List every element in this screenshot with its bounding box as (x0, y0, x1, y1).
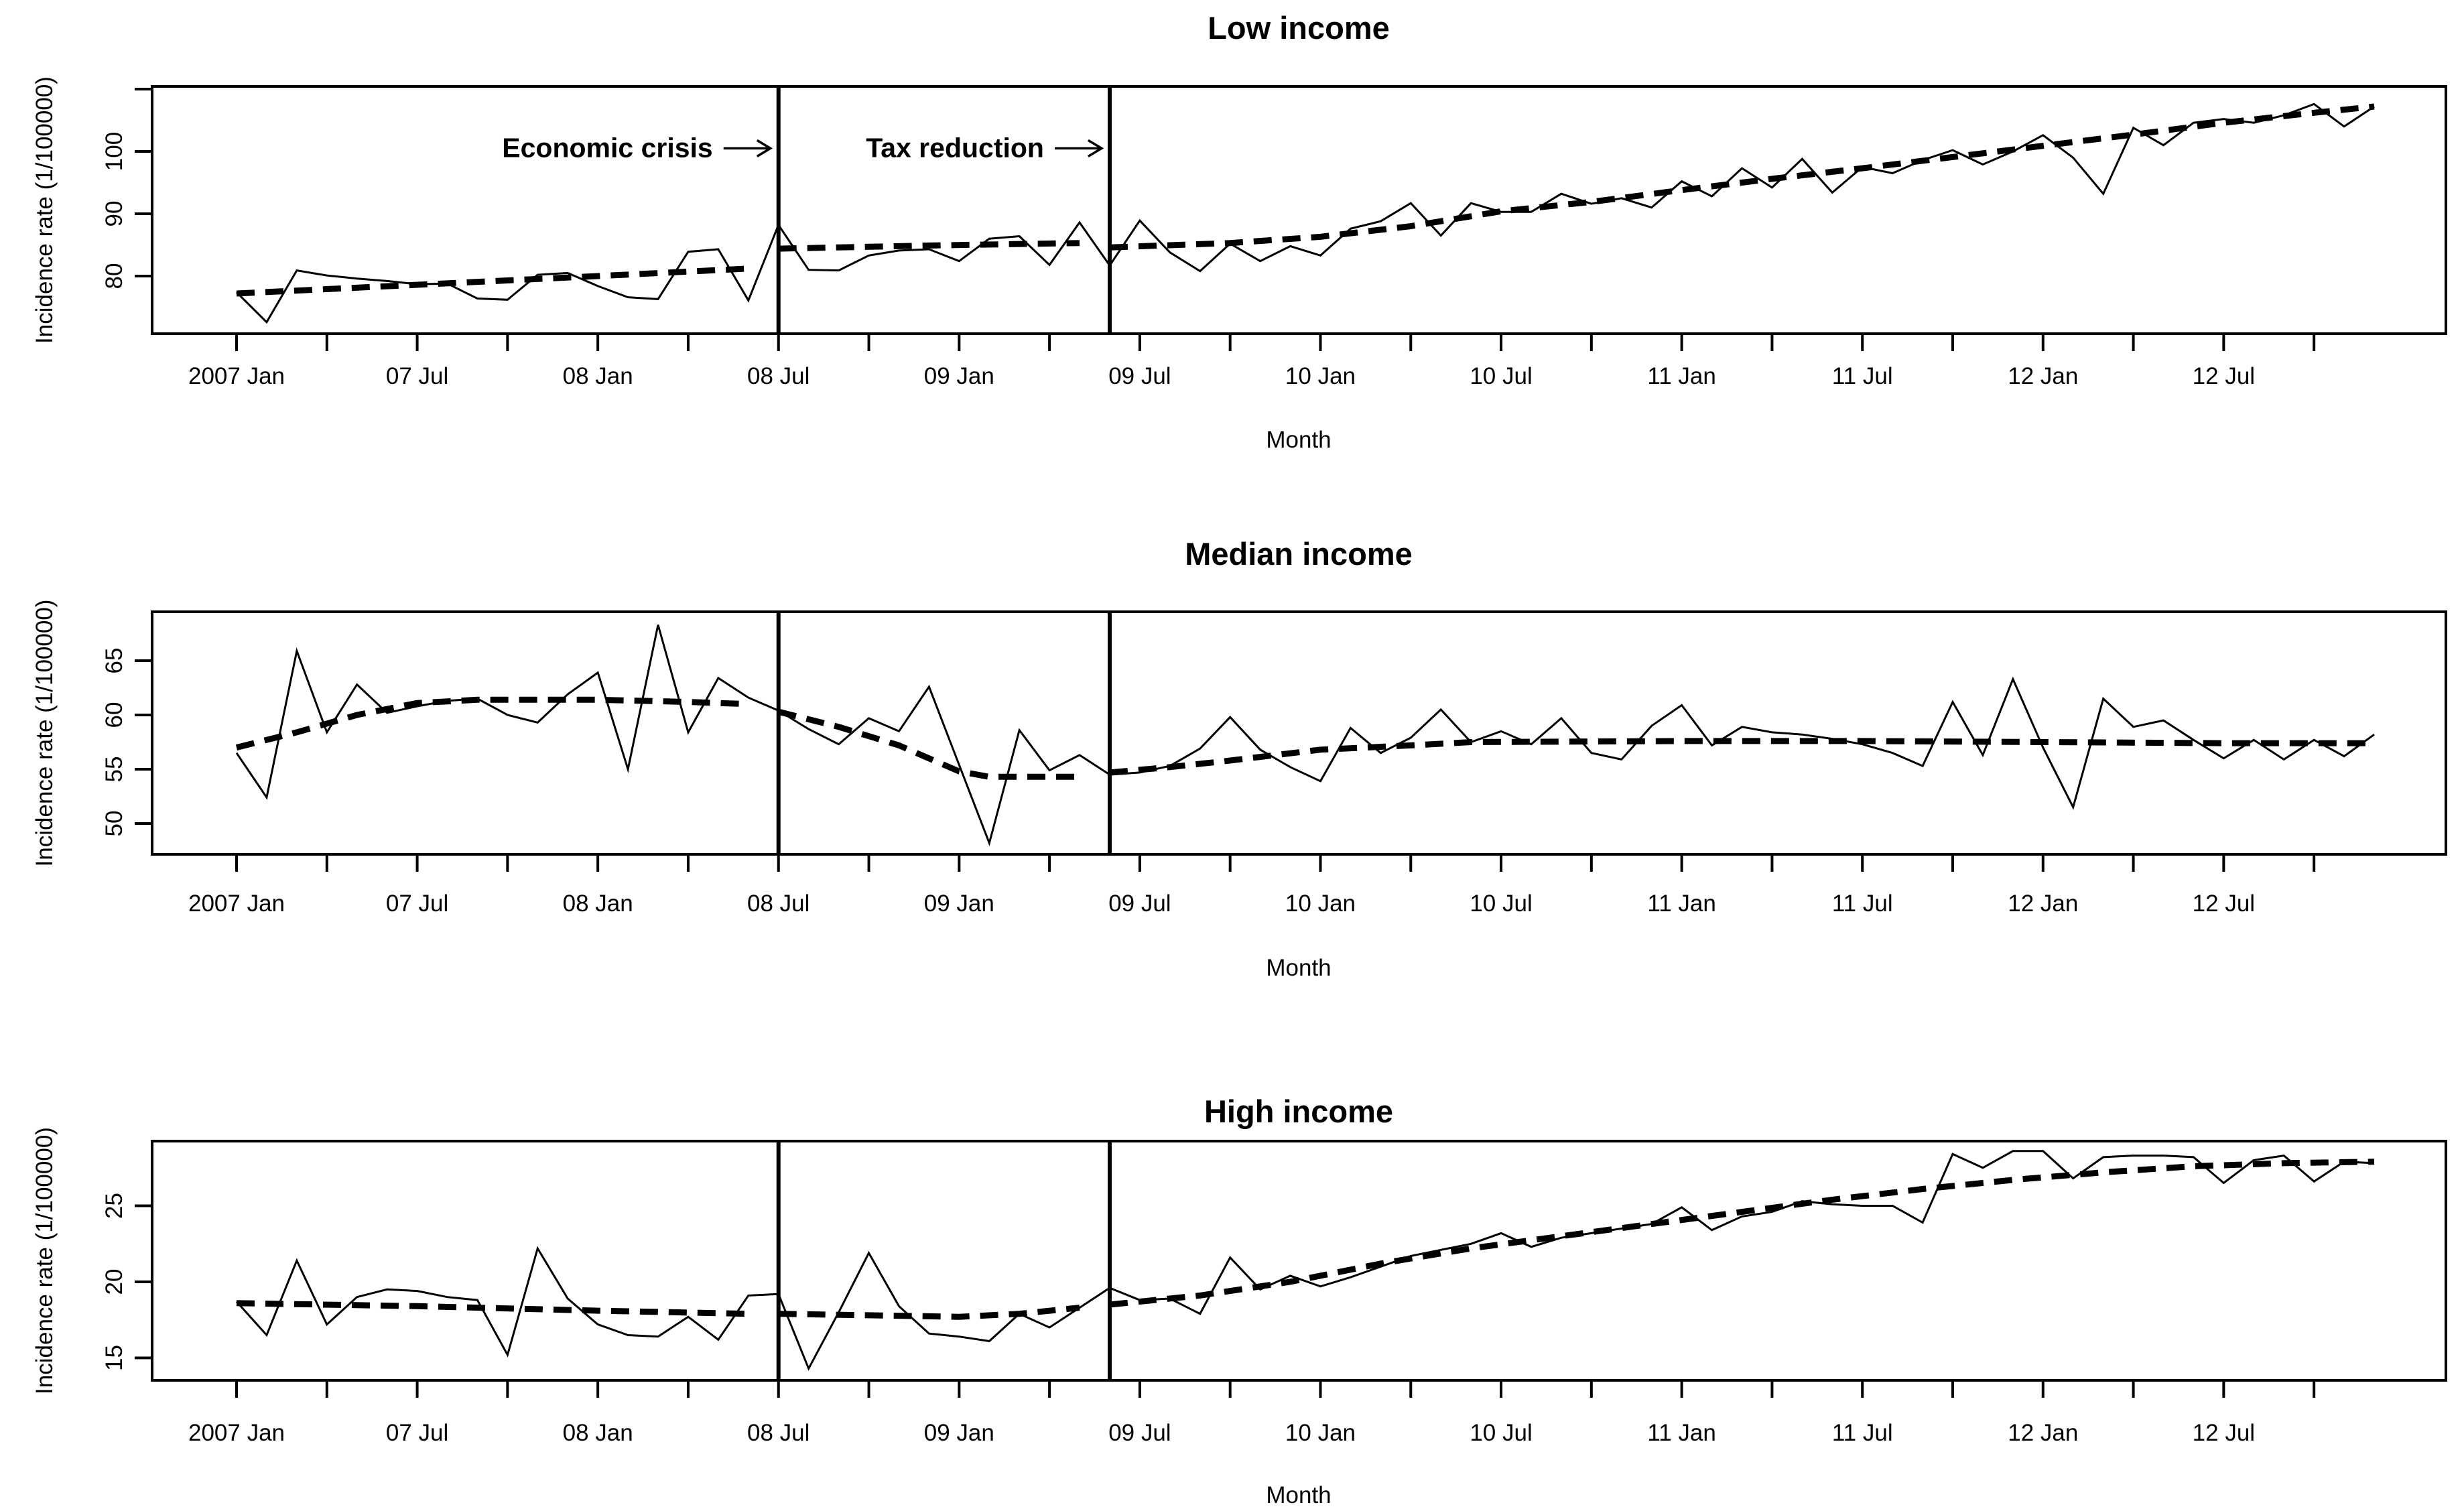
panel-title-low-income: Low income (1208, 10, 1390, 46)
y-axis-label-median-income: Incidence rate (1/100000) (31, 600, 58, 867)
x-tick-label: 09 Jan (924, 1420, 994, 1446)
x-tick-label: 12 Jul (2193, 891, 2255, 917)
trend-line-median-income-segment-3 (1109, 738, 2374, 776)
y-tick-label: 100 (101, 132, 127, 171)
observed-line-low-income (235, 103, 2375, 324)
trend-line-low-income-segment-2 (778, 240, 1080, 252)
x-tick-label: 08 Jan (563, 891, 633, 917)
panel-title-high-income: High income (1204, 1094, 1393, 1129)
x-tick-label: 08 Jul (747, 891, 809, 917)
y-tick-label: 90 (101, 201, 127, 227)
x-tick-label: 11 Jul (1832, 891, 1893, 917)
x-tick-label: 12 Jul (2193, 363, 2255, 389)
observed-line-median-income (235, 625, 2375, 847)
y-tick-label: 60 (101, 702, 127, 728)
trend-line-low-income-segment-1 (236, 265, 749, 297)
y-tick-label: 25 (101, 1193, 127, 1219)
x-tick-label: 11 Jul (1832, 1420, 1893, 1446)
panel-median-income: Median income Incidence rate (1/100000) Mo… (31, 536, 2447, 981)
x-tick-label: 08 Jan (563, 1420, 633, 1446)
x-tick-label: 2007 Jan (188, 891, 285, 917)
trend-line-high-income-segment-1 (236, 1300, 749, 1317)
trend-line-low-income-segment-3 (1109, 103, 2375, 251)
trend-line-median-income-segment-2 (777, 708, 1080, 780)
y-tick-label: 20 (101, 1269, 127, 1295)
observed-line-high-income (235, 1150, 2375, 1371)
x-tick-label: 08 Jul (747, 1420, 809, 1446)
panel-title-median-income: Median income (1185, 536, 1413, 572)
x-tick-label: 10 Jul (1470, 363, 1532, 389)
x-tick-label: 10 Jul (1470, 891, 1532, 917)
x-tick-label: 07 Jul (386, 363, 448, 389)
x-tick-label: 11 Jan (1647, 363, 1716, 389)
x-axis-label-low-income: Month (1266, 427, 1331, 453)
y-tick-label: 55 (101, 757, 127, 783)
x-tick-label: 08 Jan (563, 363, 633, 389)
x-tick-label: 07 Jul (386, 1420, 448, 1446)
plot-box-median-income (151, 610, 2447, 856)
x-tick-label: 12 Jul (2193, 1420, 2255, 1446)
annotation-arrow-head (1088, 139, 1104, 157)
x-tick-label: 11 Jul (1832, 363, 1893, 389)
trend-line-high-income-segment-3 (1109, 1159, 2375, 1308)
y-tick-label: 15 (101, 1345, 127, 1371)
x-tick-label: 11 Jan (1647, 891, 1716, 917)
y-axis-label-high-income: Incidence rate (1/100000) (31, 1127, 58, 1394)
panel-high-income: High income Incidence rate (1/100000) Mont… (31, 1094, 2447, 1508)
x-tick-label: 10 Jan (1285, 1420, 1356, 1446)
x-tick-label: 07 Jul (386, 891, 448, 917)
x-tick-label: 12 Jan (2008, 1420, 2078, 1446)
x-tick-label: 11 Jan (1647, 1420, 1716, 1446)
y-axis-label-low-income: Incidence rate (1/100000) (31, 76, 58, 344)
x-tick-label: 08 Jul (747, 363, 809, 389)
x-tick-label: 10 Jan (1285, 363, 1356, 389)
x-tick-label: 12 Jan (2008, 891, 2078, 917)
x-tick-label: 09 Jan (924, 363, 994, 389)
x-tick-label: 09 Jul (1108, 1420, 1171, 1446)
y-tick-label: 65 (101, 648, 127, 674)
x-tick-label: 2007 Jan (188, 363, 285, 389)
x-tick-label: 09 Jul (1108, 891, 1171, 917)
trend-line-median-income-segment-1 (235, 696, 749, 750)
annotation-arrow-head (756, 139, 773, 157)
x-tick-label: 09 Jan (924, 891, 994, 917)
annotation-tax-reduction: Tax reduction (866, 132, 1044, 163)
panel-low-income: Low income Incidence rate (1/100000) Month… (31, 10, 2447, 453)
trend-line-high-income-segment-2 (778, 1305, 1080, 1320)
x-tick-label: 12 Jan (2008, 363, 2078, 389)
y-tick-label: 80 (101, 263, 127, 289)
annotation-economic-crisis: Economic crisis (502, 132, 712, 163)
plot-box-high-income (151, 1140, 2447, 1382)
plot-box-low-income (151, 85, 2447, 335)
x-tick-label: 10 Jan (1285, 891, 1356, 917)
x-tick-label: 2007 Jan (188, 1420, 285, 1446)
x-axis-label-median-income: Month (1266, 955, 1331, 981)
x-axis-label-high-income: Month (1266, 1482, 1331, 1508)
x-tick-label: 09 Jul (1108, 363, 1171, 389)
y-tick-label: 50 (101, 811, 127, 837)
x-tick-label: 10 Jul (1470, 1420, 1532, 1446)
